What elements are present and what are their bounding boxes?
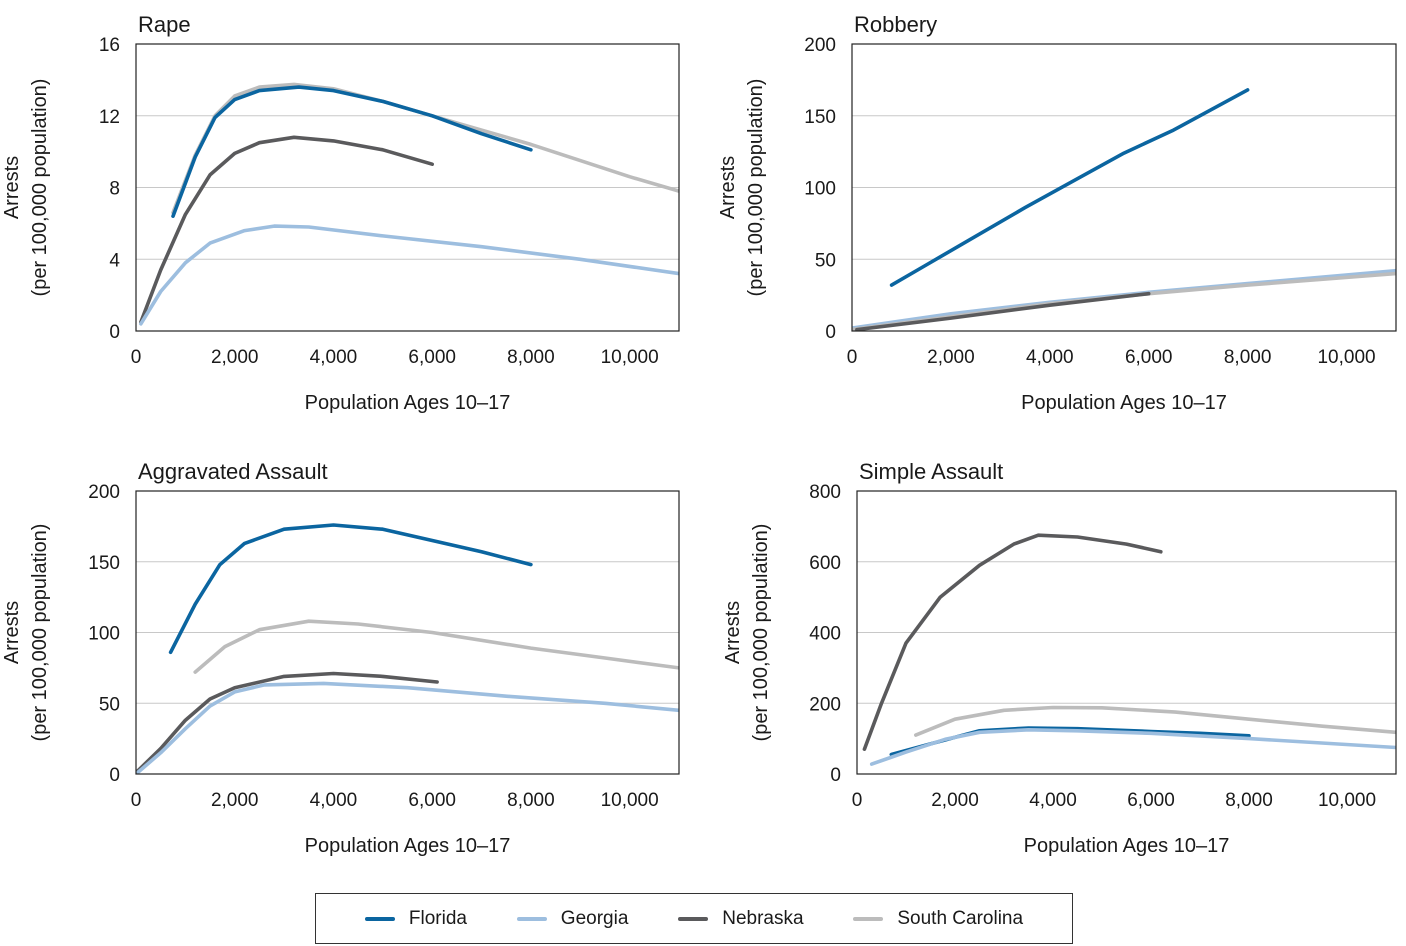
series-line-georgia [139,224,679,326]
y-tick-label: 50 [99,694,120,715]
x-tick-label: 8,000 [507,347,555,368]
series-line-florida [171,85,533,218]
x-axis-label: Population Ages 10–17 [1024,835,1230,857]
x-tick-label: 6,000 [408,790,456,811]
x-tick-label: 8,000 [507,790,555,811]
y-tick-label: 600 [809,553,841,574]
series-line-florida [889,88,1250,287]
x-tick-label: 2,000 [931,790,979,811]
figure-canvas: Rape 0 4 8 12 16 0 2,000 4,000 6,000 8,000 10,000 Po… [1,12,1397,857]
y-tick-label: 0 [109,322,120,343]
y-tick-label: 100 [804,179,836,200]
y-tick-label: 0 [830,765,841,786]
x-axis-label: Population Ages 10–17 [305,392,511,414]
series-line-nebraska [855,291,1151,331]
y-tick-label: 50 [815,250,836,271]
y-tick-label: 100 [88,624,120,645]
plot-area [851,43,1397,332]
legend-label-georgia: Georgia [560,907,629,929]
series-line-nebraska [136,671,439,774]
legend-swatch-florida [364,916,395,921]
x-tick-label: 4,000 [1029,790,1077,811]
panel-aggravated-assault: Aggravated Assault 0 50 100 150 200 0 2,000 4,00… [1,459,680,857]
y-tick-label: 150 [804,107,836,128]
legend-swatch-georgia [516,916,547,921]
legend-item-south-carolina: South Carolina [853,908,1023,930]
series-line-georgia [136,681,679,774]
x-tick-label: 4,000 [1026,347,1074,368]
plot-area [856,490,1397,775]
legend-item-georgia: Georgia [516,907,629,930]
chart-title: Robbery [854,12,937,37]
x-tick-label: 4,000 [310,790,358,811]
x-tick-label: 2,000 [211,790,259,811]
chart-title: Aggravated Assault [138,459,328,484]
legend-swatch-south-carolina [853,916,884,921]
x-tick-label: 10,000 [1318,790,1376,811]
series-line-georgia [869,728,1396,766]
chart-title: Simple Assault [859,459,1003,484]
x-tick-label: 0 [852,790,863,811]
x-tick-label: 2,000 [211,347,259,368]
legend-label-nebraska: Nebraska [722,907,804,929]
y-tick-label: 200 [809,694,841,715]
series-line-nebraska [139,135,434,324]
legend-item-florida: Florida [364,907,467,930]
x-tick-label: 6,000 [1125,347,1173,368]
series-line-nebraska [862,533,1163,751]
y-tick-label: 0 [109,765,120,786]
legend-item-nebraska: Nebraska [678,907,804,930]
legend-label-south-carolina: South Carolina [897,907,1024,929]
series-line-south-carolina [914,705,1396,737]
legend: Florida Georgia Nebraska South Carolina [315,893,1073,944]
x-axis-label: Population Ages 10–17 [1021,392,1227,414]
x-tick-label: 6,000 [1127,790,1175,811]
x-tick-label: 0 [131,790,142,811]
y-tick-label: 800 [809,482,841,503]
y-tick-label: 400 [809,624,841,645]
x-tick-label: 8,000 [1225,790,1273,811]
x-axis-label: Population Ages 10–17 [305,835,511,857]
y-tick-label: 4 [109,250,120,271]
series-line-south-carolina [193,619,679,674]
x-tick-label: 0 [131,347,142,368]
panel-robbery: Robbery 0 50 100 150 200 0 2,000 4,000 6,000 8,000… [717,12,1397,414]
x-tick-label: 10,000 [601,347,659,368]
x-tick-label: 10,000 [601,790,659,811]
y-axis-label: Arrests (per 100,000 population) [717,79,767,297]
legend-label-florida: Florida [408,907,467,929]
x-tick-label: 8,000 [1224,347,1272,368]
y-tick-label: 150 [88,553,120,574]
y-tick-label: 8 [109,179,120,200]
plot-area [135,43,680,332]
chart-title: Rape [138,12,191,37]
y-tick-label: 12 [99,107,120,128]
x-tick-label: 10,000 [1317,347,1375,368]
x-tick-label: 2,000 [927,347,975,368]
y-axis-label: Arrests (per 100,000 population) [722,524,772,742]
series-line-florida [168,523,533,655]
legend-swatch-nebraska [678,916,709,921]
panel-rape: Rape 0 4 8 12 16 0 2,000 4,000 6,000 8,000 10,000 Po… [1,12,680,414]
y-tick-label: 0 [825,322,836,343]
panel-simple-assault: Simple Assault 0 200 400 600 800 0 2,000 4,000 6,… [722,459,1397,857]
y-tick-label: 16 [99,35,120,56]
y-tick-label: 200 [88,482,120,503]
x-tick-label: 0 [847,347,858,368]
y-tick-label: 200 [804,35,836,56]
y-axis-label: Arrests (per 100,000 population) [1,79,51,297]
x-tick-label: 6,000 [408,347,456,368]
plot-area [135,490,680,775]
x-tick-label: 4,000 [310,347,358,368]
y-axis-label: Arrests (per 100,000 population) [1,524,51,742]
